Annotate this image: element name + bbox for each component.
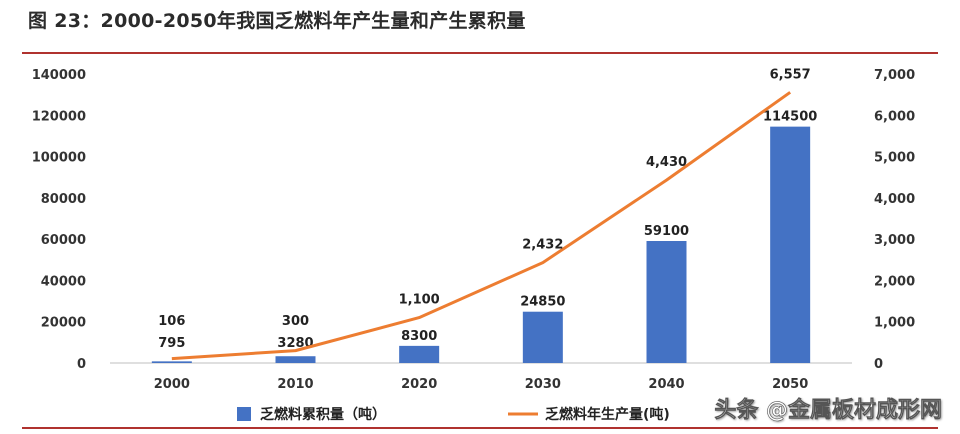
top-divider bbox=[22, 52, 938, 54]
line-data-labels: 106 300 1,100 2,432 4,430 6,557 bbox=[158, 67, 810, 329]
bottom-divider bbox=[22, 427, 938, 429]
bar bbox=[522, 311, 563, 363]
right-tick-label: 5,000 bbox=[874, 151, 915, 166]
right-tick-label: 1,000 bbox=[874, 316, 915, 331]
right-tick-label: 4,000 bbox=[874, 192, 915, 207]
bar-value-label: 59100 bbox=[644, 224, 689, 239]
right-tick-label: 0 bbox=[874, 357, 883, 372]
legend: 乏燃料累积量（吨） 乏燃料年生产量(吨) bbox=[237, 406, 670, 423]
line-series bbox=[171, 91, 792, 361]
left-tick-label: 140000 bbox=[32, 68, 86, 83]
legend-bar-label: 乏燃料累积量（吨） bbox=[260, 406, 386, 423]
x-tick-label: 2020 bbox=[401, 377, 437, 392]
bar-value-label: 24850 bbox=[520, 295, 565, 310]
line-path bbox=[171, 91, 792, 361]
x-tick-label: 2010 bbox=[277, 377, 313, 392]
line-value-label: 4,430 bbox=[646, 155, 687, 170]
legend-bar-swatch bbox=[237, 407, 251, 421]
bar-value-label: 795 bbox=[158, 336, 185, 351]
right-tick-label: 2,000 bbox=[874, 274, 915, 289]
left-axis: 0 20000 40000 60000 80000 100000 120000 140000 bbox=[32, 68, 86, 372]
x-tick-label: 2030 bbox=[525, 377, 561, 392]
bar bbox=[275, 356, 316, 363]
right-tick-label: 3,000 bbox=[874, 233, 915, 248]
figure-title: 图 23：2000-2050年我国乏燃料年产生量和产生累积量 bbox=[28, 10, 526, 32]
line-value-label: 300 bbox=[282, 314, 309, 329]
line-value-label: 2,432 bbox=[522, 238, 563, 253]
bar-value-label: 114500 bbox=[763, 110, 817, 125]
line-value-label: 1,100 bbox=[399, 293, 440, 308]
bar bbox=[646, 241, 687, 363]
watermark: 头条 @金属板材成形网 bbox=[714, 398, 942, 424]
bar-series bbox=[151, 126, 811, 363]
bar bbox=[770, 126, 811, 363]
left-tick-label: 120000 bbox=[32, 109, 86, 124]
bar-value-label: 8300 bbox=[401, 329, 437, 344]
right-tick-label: 7,000 bbox=[874, 68, 915, 83]
x-axis: 2000 2010 2020 2030 2040 2050 bbox=[110, 362, 852, 392]
left-tick-label: 100000 bbox=[32, 151, 86, 166]
bar bbox=[399, 345, 440, 363]
line-value-label: 106 bbox=[158, 314, 185, 329]
x-tick-label: 2000 bbox=[154, 377, 190, 392]
bar bbox=[151, 361, 192, 363]
left-tick-label: 0 bbox=[77, 357, 86, 372]
x-tick-label: 2050 bbox=[772, 377, 808, 392]
left-tick-label: 20000 bbox=[41, 316, 86, 331]
right-axis: 0 1,000 2,000 3,000 4,000 5,000 6,000 7,000 bbox=[874, 68, 915, 372]
left-tick-label: 60000 bbox=[41, 233, 86, 248]
right-tick-label: 6,000 bbox=[874, 109, 915, 124]
x-tick-label: 2040 bbox=[648, 377, 684, 392]
left-tick-label: 80000 bbox=[41, 192, 86, 207]
left-tick-label: 40000 bbox=[41, 274, 86, 289]
legend-line-label: 乏燃料年生产量(吨) bbox=[545, 406, 670, 423]
line-value-label: 6,557 bbox=[770, 67, 811, 82]
